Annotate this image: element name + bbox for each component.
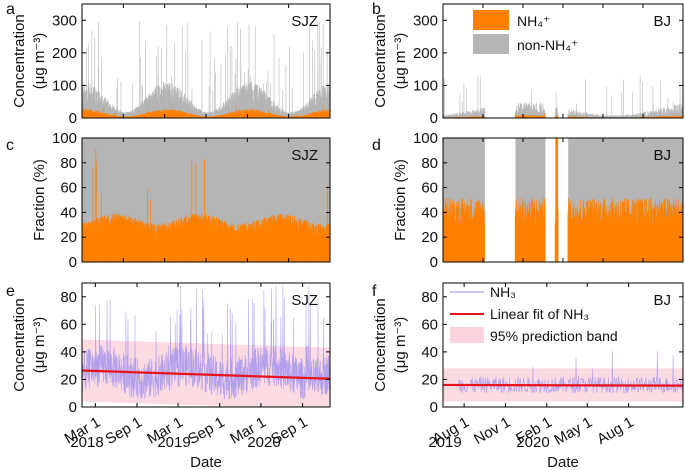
panel-letter: a [6, 1, 15, 18]
y-axis-unit: (μg m⁻³) [31, 33, 48, 90]
y-tick-label: 0 [69, 110, 77, 127]
series-nh4 [82, 103, 330, 118]
series-non-nh4 [443, 75, 683, 118]
y-axis-label: Concentration [11, 14, 28, 107]
y-tick-label: 100 [52, 77, 77, 94]
y-tick-label: 300 [52, 12, 77, 29]
y-tick-label: 200 [52, 45, 77, 62]
plot-area-b [443, 75, 683, 118]
panel-a: 0 100 200 300 Concentration (μg m⁻³) a SJZ [6, 1, 331, 127]
plot-area-a [82, 21, 330, 118]
series-non-nh4 [82, 21, 330, 118]
site-label: SJZ [291, 13, 318, 30]
